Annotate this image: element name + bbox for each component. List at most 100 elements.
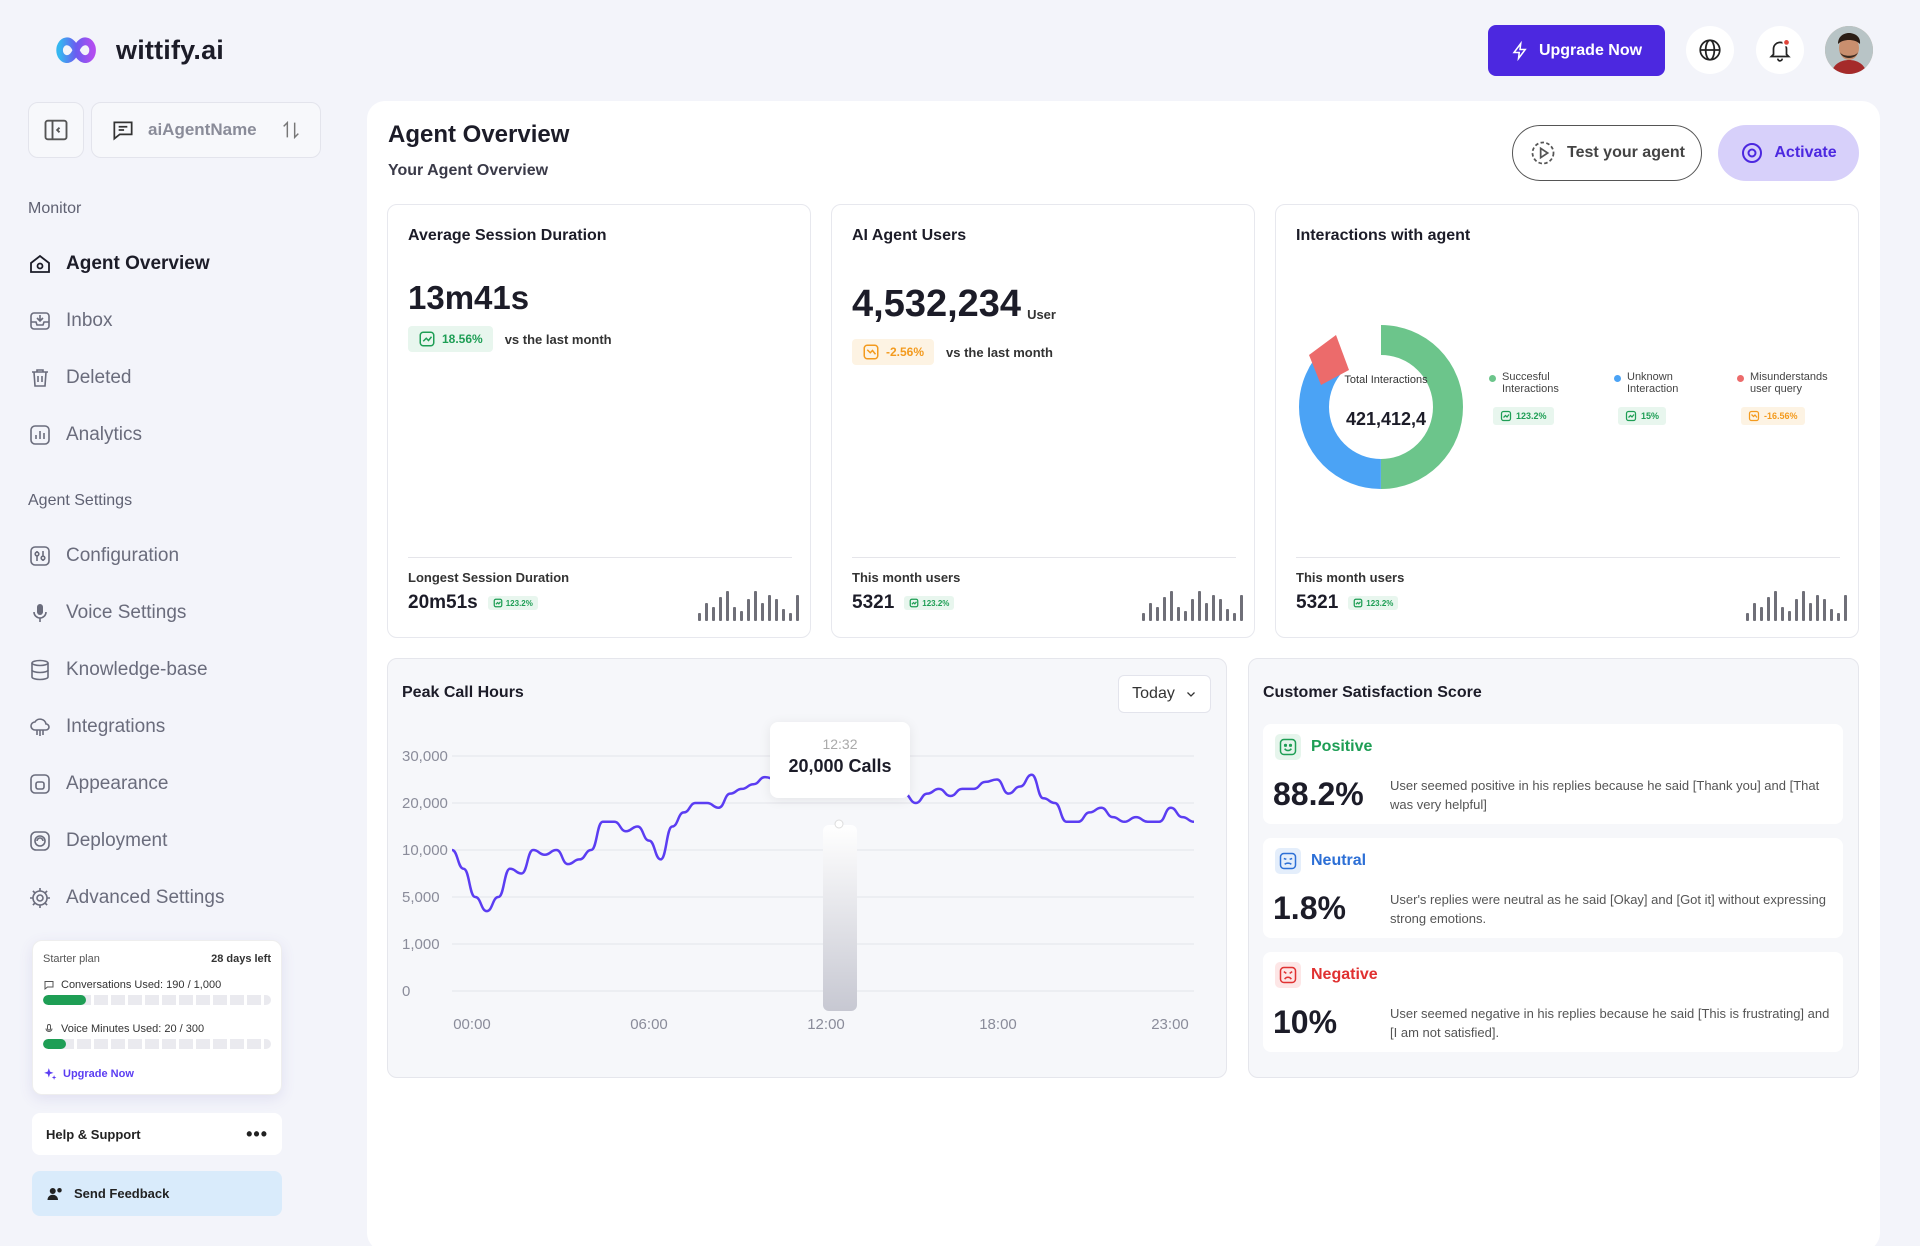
trend-up-icon [909, 598, 919, 608]
highlight-bar [823, 825, 857, 1011]
footer-label: This month users [1296, 570, 1405, 585]
users-change-row: -2.56% vs the last month [852, 339, 1053, 365]
session-vs-label: vs the last month [504, 331, 612, 347]
legend-change-badge: 123.2% [1493, 407, 1554, 425]
sidebar-item-label: Appearance [66, 773, 169, 794]
y-tick-label: 30,000 [402, 748, 448, 765]
sidebar-item-label: Inbox [66, 310, 113, 331]
sidebar-item-label: Analytics [66, 424, 143, 445]
donut-total-value: 421,412,4 [1345, 409, 1427, 429]
footer-value: 5321 [1296, 592, 1339, 613]
footer-label: Longest Session Duration [408, 570, 570, 585]
sidebar-item-integrations[interactable]: Integrations [28, 705, 328, 749]
users-change-badge: -2.56% [852, 339, 935, 365]
legend-item-misunderstands: Misunderstands user query -16.56% [1737, 371, 1847, 427]
card-title: Interactions with agent [1296, 227, 1471, 244]
play-circle-icon [1531, 141, 1555, 165]
bell-icon [1769, 38, 1791, 62]
footer-change-badge: 123.2% [487, 596, 538, 610]
send-feedback-label: Send Feedback [74, 1186, 170, 1201]
avatar[interactable] [1825, 26, 1873, 74]
mic-icon [33, 604, 47, 622]
session-change-badge: 18.56% [408, 326, 493, 352]
card-divider [852, 557, 1236, 558]
sidebar-item-deleted[interactable]: Deleted [28, 356, 328, 400]
plan-card: Starter plan 28 days left Conversations … [32, 940, 282, 1095]
donut-segment-unknown [1299, 325, 1463, 489]
notifications-button[interactable] [1756, 26, 1804, 74]
people-icon [47, 1187, 62, 1200]
satisfaction-label: Neutral [1311, 852, 1367, 869]
donut-total-label: Total Interactions [1344, 374, 1428, 386]
agent-selector[interactable]: aiAgentName [91, 102, 321, 158]
sidebar-item-label: Knowledge-base [66, 659, 208, 680]
legend-change-badge: 15% [1618, 407, 1667, 425]
legend-item-unknown: Unknown Interaction 15% [1614, 371, 1719, 427]
sidebar-item-knowledge-base[interactable]: Knowledge-base [28, 648, 328, 692]
upgrade-now-button[interactable]: Upgrade Now [1488, 25, 1665, 76]
help-support-item[interactable]: Help & Support ••• [32, 1113, 282, 1155]
send-feedback-button[interactable]: Send Feedback [32, 1171, 282, 1216]
angry-face-icon [1275, 962, 1301, 988]
sidebar-item-configuration[interactable]: Configuration [28, 534, 328, 578]
satisfaction-item-negative: Negative 10% User seemed negative in his… [1263, 952, 1843, 1052]
sidebar-item-label: Advanced Settings [66, 887, 225, 908]
sidebar-item-deployment[interactable]: Deployment [28, 819, 328, 863]
satisfaction-desc: User's replies were neutral as he said [… [1390, 892, 1827, 926]
satisfaction-value: 88.2% [1273, 776, 1364, 812]
activate-button[interactable]: Activate [1718, 125, 1859, 181]
home-icon [30, 254, 50, 273]
trend-up-icon [1625, 410, 1637, 422]
sidebar-item-label: Configuration [66, 545, 180, 566]
y-tick-label: 1,000 [402, 936, 440, 953]
donut-segment-misunderstands [1309, 335, 1349, 385]
y-tick-label: 10,000 [402, 842, 448, 859]
sidebar-item-inbox[interactable]: Inbox [28, 299, 328, 343]
footer-value: 20m51s [408, 592, 478, 613]
infinity-logo-icon [56, 37, 96, 63]
sidebar-item-agent-overview[interactable]: Agent Overview [28, 242, 328, 286]
logo[interactable]: wittify.ai [46, 28, 246, 72]
users-vs-label: vs the last month [946, 344, 1053, 360]
chart-tooltip: 12:32 20,000 Calls [770, 722, 910, 798]
more-icon[interactable]: ••• [246, 1123, 268, 1144]
language-button[interactable] [1686, 26, 1734, 74]
sidebar-item-analytics[interactable]: Analytics [28, 413, 328, 457]
test-agent-button[interactable]: Test your agent [1512, 125, 1702, 181]
conversations-usage-fill [43, 995, 87, 1005]
range-dropdown[interactable]: Today [1118, 675, 1211, 713]
plan-upgrade-link[interactable]: Upgrade Now [43, 1067, 271, 1081]
gear-icon [30, 888, 50, 908]
sparkline [1142, 587, 1243, 621]
sidebar-collapse-icon [44, 119, 68, 141]
session-duration-card: Average Session Duration 13m41s 18.56% v… [387, 204, 811, 638]
card-divider [408, 557, 792, 558]
sparkline [1746, 587, 1847, 621]
footer-change-value: 123.2% [505, 598, 533, 608]
legend-change: 123.2% [1516, 411, 1547, 421]
sidebar-toggle-button[interactable] [28, 102, 84, 158]
satisfaction-label: Negative [1311, 966, 1378, 983]
session-change-value: 18.56% [442, 332, 483, 346]
upgrade-now-label: Upgrade Now [1538, 41, 1643, 59]
users-unit: User [1027, 307, 1056, 322]
chat-icon [113, 121, 133, 141]
x-tick-label: 06:00 [630, 1016, 668, 1033]
footer-change-badge: 123.2% [1348, 596, 1399, 610]
sidebar-item-advanced-settings[interactable]: Advanced Settings [28, 876, 328, 920]
lightning-icon [1512, 40, 1527, 61]
inbox-icon [30, 312, 50, 330]
users-value: 4,532,234 [852, 283, 1022, 325]
sidebar-item-label: Agent Overview [66, 253, 210, 274]
sidebar-item-voice-settings[interactable]: Voice Settings [28, 591, 328, 635]
conversations-usage-label: Conversations Used: 190 / 1,000 [61, 979, 222, 991]
interactions-donut-chart [1299, 325, 1463, 489]
footer-change-badge: 123.2% [904, 596, 955, 610]
trash-icon [32, 369, 48, 387]
chat-icon [44, 981, 54, 991]
mic-icon [45, 1024, 53, 1032]
sidebar-item-appearance[interactable]: Appearance [28, 762, 328, 806]
voice-usage-label: Voice Minutes Used: 20 / 300 [61, 1023, 205, 1035]
swap-icon [283, 120, 299, 140]
trend-up-icon [1353, 598, 1363, 608]
